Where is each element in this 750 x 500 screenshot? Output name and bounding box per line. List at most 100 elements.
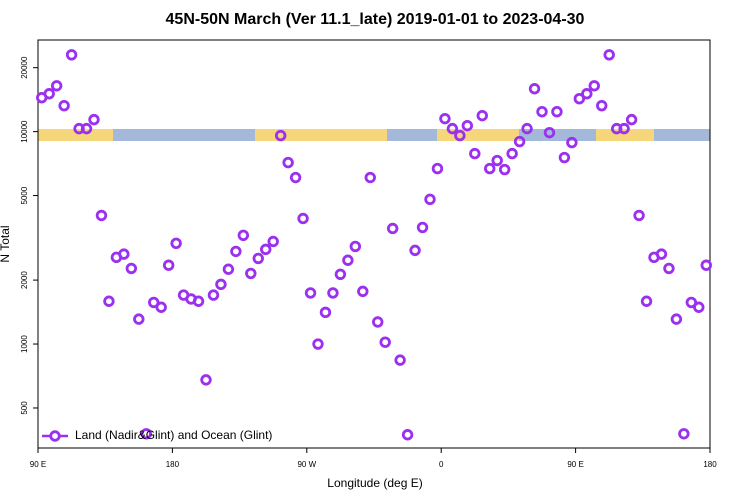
point — [573, 92, 586, 105]
y-axis-label: N Total — [0, 225, 12, 262]
series — [36, 49, 712, 441]
point — [588, 80, 600, 92]
y-tick-label: 5000 — [20, 186, 29, 204]
y-tick-label: 2000 — [20, 271, 29, 289]
point — [386, 222, 399, 235]
point — [364, 171, 376, 184]
strip-ocean — [387, 129, 437, 141]
point — [416, 221, 429, 234]
point — [297, 212, 309, 225]
point — [379, 336, 391, 348]
point — [342, 254, 354, 266]
point — [566, 136, 578, 149]
legend-label: Land (Nadir&Glint) and Ocean (Glint) — [75, 428, 272, 442]
point — [245, 267, 257, 280]
point — [506, 147, 518, 160]
point — [528, 83, 541, 95]
point — [625, 113, 638, 126]
land-ocean-strip — [38, 129, 710, 141]
strip-ocean — [113, 129, 255, 141]
point — [349, 240, 362, 253]
x-tick-label: 90 W — [297, 460, 316, 469]
point — [88, 113, 100, 126]
point — [289, 171, 302, 184]
x-tick-label: 90 E — [30, 460, 46, 469]
strip-land — [38, 129, 113, 141]
point — [327, 287, 339, 299]
point — [469, 147, 481, 160]
point — [596, 99, 608, 112]
point — [222, 263, 235, 275]
point — [170, 237, 182, 250]
point — [162, 259, 175, 271]
point — [357, 285, 369, 298]
point — [237, 229, 250, 242]
point — [543, 126, 556, 139]
point — [431, 162, 444, 175]
point — [65, 49, 78, 61]
point — [207, 289, 220, 301]
point — [476, 109, 488, 122]
point — [491, 154, 503, 167]
plot-frame — [37, 39, 711, 449]
point — [230, 245, 242, 258]
x-tick-label: 180 — [166, 460, 180, 469]
point — [80, 122, 93, 135]
point — [424, 193, 436, 206]
point — [513, 135, 526, 148]
point — [148, 296, 160, 309]
x-tick-label: 0 — [439, 460, 444, 469]
point — [670, 313, 683, 325]
point — [200, 374, 212, 386]
point — [274, 129, 287, 142]
strip-land — [255, 129, 387, 141]
y-tick-label: 10000 — [20, 120, 29, 143]
point — [304, 287, 317, 299]
point — [536, 106, 548, 118]
point — [551, 106, 563, 118]
point — [663, 262, 675, 275]
point — [133, 313, 145, 325]
point — [155, 301, 167, 313]
point — [252, 252, 264, 265]
point — [446, 122, 459, 135]
point — [282, 156, 294, 169]
point — [319, 306, 332, 319]
point — [409, 244, 421, 257]
point — [312, 338, 324, 350]
point — [521, 122, 533, 135]
x-tick-label: 90 E — [567, 460, 583, 469]
point — [140, 428, 152, 440]
point — [95, 209, 108, 222]
point — [454, 129, 466, 142]
point — [58, 99, 70, 112]
point — [581, 88, 593, 100]
point — [685, 296, 698, 309]
point — [461, 119, 474, 132]
point — [484, 162, 496, 175]
legend-marker — [49, 430, 61, 442]
point — [260, 243, 272, 256]
strip-ocean — [519, 129, 596, 141]
point — [618, 122, 630, 135]
point — [498, 163, 511, 176]
point — [700, 259, 712, 271]
strip-ocean — [654, 129, 710, 141]
point — [267, 235, 279, 248]
strip-land — [596, 129, 654, 141]
point — [192, 295, 205, 307]
y-tick-label: 20000 — [20, 56, 29, 79]
point — [693, 301, 705, 313]
chart-title: 45N-50N March (Ver 11.1_late) 2019-01-01… — [166, 11, 585, 28]
point — [118, 248, 130, 260]
point — [334, 268, 347, 280]
point — [50, 80, 63, 92]
point — [43, 88, 55, 100]
point — [125, 262, 138, 275]
y-tick-label: 500 — [20, 401, 29, 415]
point — [640, 295, 653, 307]
x-tick-label: 180 — [703, 460, 717, 469]
x-axis-label: Longitude (deg E) — [327, 476, 422, 490]
